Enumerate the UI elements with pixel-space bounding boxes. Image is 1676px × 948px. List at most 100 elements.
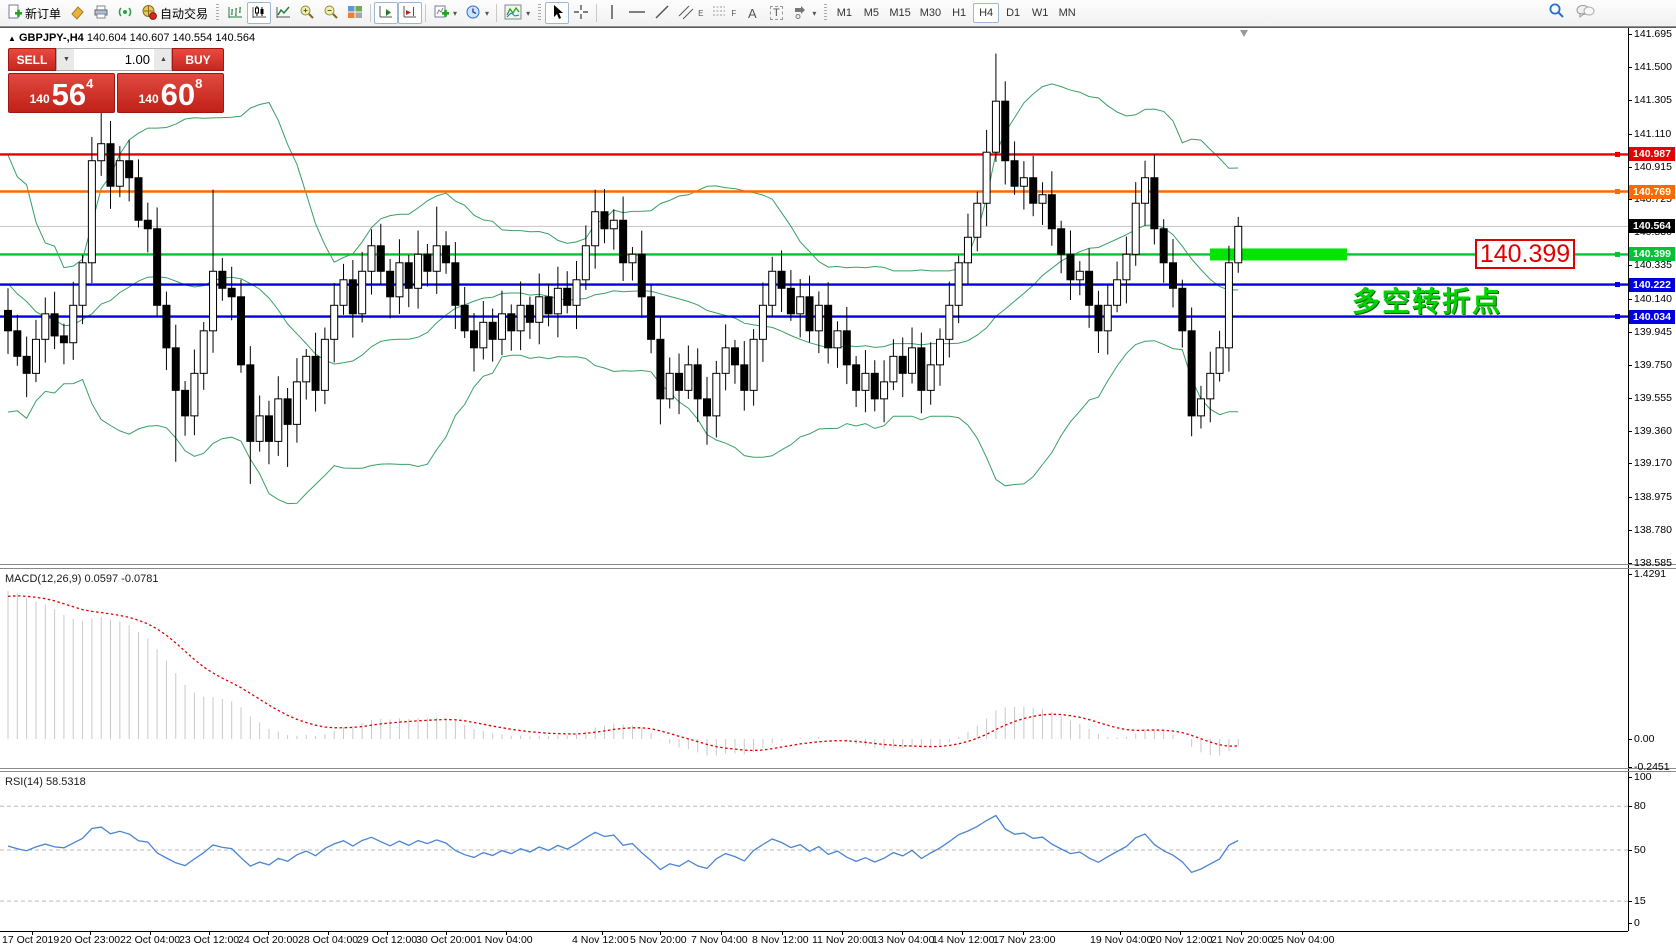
dropdown-arrow-icon: ▾ bbox=[485, 8, 490, 18]
timeframe-w1-button[interactable]: W1 bbox=[1027, 3, 1053, 23]
sell-price-big: 56 bbox=[51, 77, 87, 112]
symbol-header: ▲ GBPJPY-,H4 140.604 140.607 140.554 140… bbox=[8, 32, 255, 44]
dropdown-arrow-icon: ▾ bbox=[526, 8, 531, 18]
clock-icon bbox=[465, 4, 481, 23]
trendline-tool-button[interactable] bbox=[650, 2, 674, 24]
pivot-annotation[interactable]: 多空转折点 bbox=[1352, 286, 1503, 317]
text-tool-button[interactable]: A bbox=[740, 2, 764, 24]
timeframe-h1-button[interactable]: H1 bbox=[946, 3, 972, 23]
chat-icon[interactable] bbox=[1575, 3, 1595, 24]
macd-pane bbox=[7, 590, 1239, 756]
bar-chart-icon bbox=[227, 4, 243, 23]
buy-price-prefix: 140 bbox=[138, 92, 159, 106]
toolbar-separator bbox=[370, 4, 372, 22]
search-icon[interactable] bbox=[1548, 2, 1565, 24]
new-chart-icon bbox=[433, 4, 450, 23]
sell-button[interactable]: SELL bbox=[8, 48, 56, 71]
chart-shift-button[interactable] bbox=[398, 2, 423, 24]
horizontal-line-tool-button[interactable] bbox=[624, 2, 650, 24]
volume-increase-button[interactable]: ▲ bbox=[154, 49, 171, 70]
sell-price-display[interactable]: 140 56 4 bbox=[8, 73, 115, 113]
macd-indicator-label: MACD(12,26,9) 0.0597 -0.0781 bbox=[5, 573, 159, 585]
indicators-button[interactable]: ▾ bbox=[500, 2, 534, 24]
chart-area: 141.695 141.500 141.305 141.110 140.915 140.7… bbox=[0, 27, 1676, 948]
toolbar-grip bbox=[216, 4, 220, 22]
channel-icon bbox=[678, 4, 694, 23]
candlestick-chart-button[interactable] bbox=[247, 2, 272, 24]
toolbar: 新订单 自动交易 bbox=[0, 0, 1676, 27]
line-chart-button[interactable] bbox=[271, 2, 295, 24]
print-button[interactable] bbox=[89, 2, 113, 24]
buy-price-display[interactable]: 140 60 8 bbox=[117, 73, 224, 113]
indicators-icon bbox=[504, 4, 522, 23]
collapse-icon[interactable]: ▲ bbox=[8, 34, 16, 43]
buy-button[interactable]: BUY bbox=[172, 48, 224, 71]
channel-glyph: E bbox=[698, 8, 704, 18]
zoom-out-button[interactable] bbox=[319, 2, 343, 24]
crosshair-tool-button[interactable] bbox=[569, 2, 593, 24]
toolbar-grip bbox=[824, 4, 828, 22]
printer-icon bbox=[93, 4, 109, 23]
timeframe-h4-button[interactable]: H4 bbox=[973, 3, 1000, 23]
new-order-button[interactable]: 新订单 bbox=[2, 2, 65, 24]
trendline-icon bbox=[654, 4, 670, 23]
period-button[interactable]: ▾ bbox=[461, 2, 493, 24]
shift-marker-icon bbox=[1240, 30, 1248, 37]
rsi-pane bbox=[0, 805, 1628, 902]
cursor-tool-button[interactable] bbox=[545, 2, 570, 24]
volume-decrease-button[interactable]: ▼ bbox=[57, 49, 74, 70]
timeframe-m30-button[interactable]: M30 bbox=[916, 3, 945, 23]
toolbar-right-group bbox=[1548, 2, 1595, 24]
pane-divider[interactable] bbox=[0, 564, 1676, 565]
price-axis-line bbox=[1628, 28, 1629, 931]
autotrade-button[interactable]: 自动交易 bbox=[137, 2, 212, 24]
tile-windows-button[interactable] bbox=[343, 2, 367, 24]
toolbar-separator bbox=[425, 4, 427, 22]
price-callout-box[interactable]: 140.399 bbox=[1475, 239, 1575, 269]
bar-chart-button[interactable] bbox=[223, 2, 247, 24]
timeframe-d1-button[interactable]: D1 bbox=[1000, 3, 1026, 23]
eraser-button[interactable] bbox=[65, 2, 89, 24]
vertical-line-tool-button[interactable] bbox=[600, 2, 624, 24]
new-order-icon bbox=[6, 4, 22, 23]
text-label-tool-button[interactable]: T bbox=[764, 2, 788, 24]
chart-shift-icon bbox=[402, 4, 418, 23]
broadcast-button[interactable] bbox=[113, 2, 137, 24]
auto-scroll-button[interactable] bbox=[374, 2, 399, 24]
bollinger-bands bbox=[7, 83, 1239, 505]
timeframe-mn-button[interactable]: MN bbox=[1054, 3, 1080, 23]
timeframe-m1-button[interactable]: M1 bbox=[831, 3, 857, 23]
volume-stepper: ▼ ▲ bbox=[56, 48, 172, 71]
one-click-trading-panel: SELL ▼ ▲ BUY 140 56 4 140 60 8 bbox=[8, 48, 224, 113]
volume-input[interactable] bbox=[74, 49, 154, 70]
arrows-icon bbox=[792, 4, 808, 23]
timeframe-m5-button[interactable]: M5 bbox=[858, 3, 884, 23]
main-pane bbox=[0, 30, 1628, 227]
dropdown-arrow-icon: ▾ bbox=[453, 8, 458, 18]
sell-price-sup: 4 bbox=[86, 76, 94, 91]
chart-canvas[interactable] bbox=[0, 28, 1676, 948]
buy-price-big: 60 bbox=[160, 77, 196, 112]
autotrade-icon bbox=[141, 4, 157, 23]
highlight-bar bbox=[1210, 248, 1347, 261]
tile-windows-icon bbox=[347, 4, 363, 23]
new-chart-button[interactable]: ▾ bbox=[429, 2, 461, 24]
pane-divider bbox=[0, 771, 1676, 772]
zoom-in-button[interactable] bbox=[295, 2, 319, 24]
timeframe-m15-button[interactable]: M15 bbox=[885, 3, 914, 23]
toolbar-separator bbox=[596, 4, 598, 22]
channel-tool-button[interactable]: E bbox=[674, 2, 707, 24]
autotrade-label: 自动交易 bbox=[160, 6, 209, 21]
candles bbox=[4, 53, 1243, 484]
rsi-indicator-label: RSI(14) 58.5318 bbox=[5, 776, 86, 788]
horizontal-line-icon bbox=[628, 4, 646, 23]
toolbar-separator bbox=[496, 4, 498, 22]
arrows-tool-button[interactable]: ▾ bbox=[788, 2, 820, 24]
pane-divider bbox=[0, 568, 1676, 569]
eraser-icon bbox=[69, 4, 85, 23]
fibonacci-tool-button[interactable]: F bbox=[707, 2, 740, 24]
fibonacci-glyph: F bbox=[731, 8, 737, 18]
pane-divider[interactable] bbox=[0, 768, 1676, 769]
zoom-out-icon bbox=[323, 4, 339, 23]
cursor-icon bbox=[550, 4, 564, 23]
